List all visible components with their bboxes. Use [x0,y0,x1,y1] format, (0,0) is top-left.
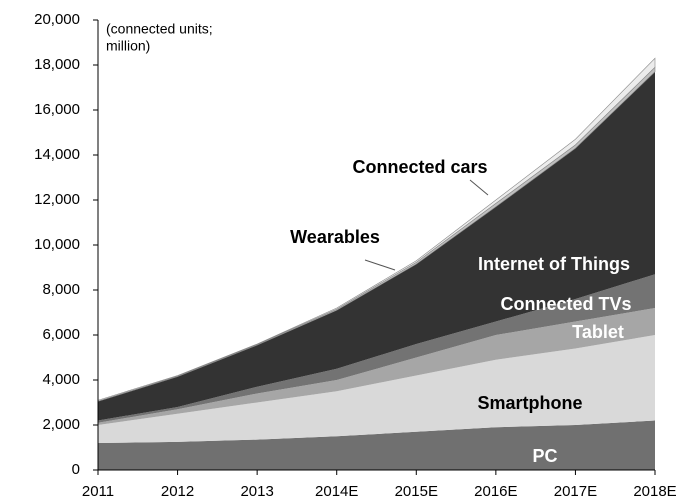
series-label: Connected TVs [500,294,631,314]
x-tick-label: 2013 [240,483,273,500]
series-label: Tablet [572,322,624,342]
x-tick-label: 2014E [315,483,358,500]
area [98,420,655,470]
series-label: Wearables [290,227,380,247]
series-label: Internet of Things [478,254,630,274]
series-label: Connected cars [352,157,487,177]
area [97,57,656,402]
y-tick-label: 16,000 [34,101,80,118]
x-tick-label: 2011 [82,483,114,500]
x-tick-label: 2016E [474,483,517,500]
annotation: (connected units; [106,21,213,37]
area [98,308,655,425]
area [98,71,655,421]
area [98,335,655,443]
y-tick-label: 10,000 [34,236,80,253]
y-tick-label: 8,000 [42,281,80,298]
leader-line [469,179,489,196]
x-tick-label: 2012 [161,483,194,500]
x-tick-label: 2015E [395,483,438,500]
y-tick-label: 14,000 [34,146,80,163]
series-label: PC [532,446,557,466]
x-tick-label: 2018E [633,483,676,500]
x-tick-label: 2017E [554,483,597,500]
y-tick-label: 20,000 [34,11,80,28]
series-label: Smartphone [477,393,582,413]
y-tick-label: 12,000 [34,191,80,208]
y-tick-label: 18,000 [34,56,80,73]
annotation: million) [106,38,150,54]
leader-line [364,259,396,271]
y-tick-label: 6,000 [42,326,80,343]
y-tick-label: 4,000 [42,371,80,388]
y-tick-label: 2,000 [42,416,80,433]
y-tick-label: 0 [72,461,80,478]
